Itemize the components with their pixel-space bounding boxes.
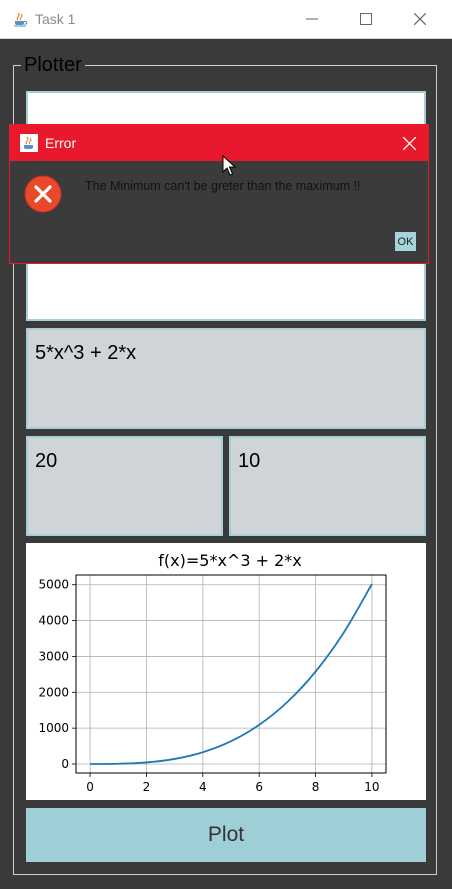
- function-input[interactable]: 5*x^3 + 2*x: [26, 328, 426, 429]
- max-input[interactable]: 10: [229, 436, 426, 536]
- close-icon: [414, 13, 426, 25]
- java-cup-icon: [14, 12, 28, 27]
- plot-area-frame: [75, 574, 387, 774]
- y-tick-label: 2000: [38, 685, 69, 699]
- maximize-button[interactable]: [338, 0, 394, 38]
- x-tick-label: 8: [312, 780, 320, 794]
- x-tick-label: 10: [364, 780, 379, 794]
- x-tick-label: 0: [86, 780, 94, 794]
- y-tick-label: 5000: [38, 578, 69, 592]
- window-title: Task 1: [35, 11, 76, 27]
- series-line: [90, 583, 373, 765]
- ok-button[interactable]: OK: [395, 232, 416, 251]
- x-tick-label: 4: [199, 780, 207, 794]
- x-tick-label: 2: [143, 780, 151, 794]
- close-icon: [402, 136, 416, 150]
- dialog-title: Error: [45, 135, 77, 151]
- chart-title: f(x)=5*x^3 + 2*x: [158, 551, 301, 570]
- chart-panel: f(x)=5*x^3 + 2*x 0 2 4 6 8 10 0 1000 2000 3000 400…: [26, 543, 426, 800]
- plotter-legend: Plotter: [21, 53, 85, 77]
- error-message: The Minimum can't be greter than the max…: [85, 179, 361, 193]
- y-tick-label: 4000: [38, 614, 69, 628]
- error-icon: [24, 175, 62, 213]
- x-tick-label: 6: [255, 780, 263, 794]
- minimize-button[interactable]: [284, 0, 340, 38]
- maximize-icon: [360, 13, 372, 25]
- plotter-groupbox: [13, 65, 437, 875]
- dialog-titlebar: Error: [10, 125, 428, 161]
- y-tick-label: 0: [61, 757, 69, 771]
- java-cup-icon: [20, 134, 38, 152]
- y-tick-label: 3000: [38, 649, 69, 663]
- min-input[interactable]: 20: [26, 436, 223, 536]
- plot-button[interactable]: Plot: [26, 808, 426, 862]
- minimize-icon: [306, 18, 318, 20]
- error-dialog: Error The Minimum can't be greter than t…: [9, 124, 429, 264]
- function-chart: f(x)=5*x^3 + 2*x 0 2 4 6 8 10 0 1000 2000 3000 400…: [38, 551, 387, 794]
- mouse-cursor-icon: [222, 155, 236, 176]
- window-titlebar: Task 1: [0, 0, 452, 39]
- y-tick-label: 1000: [38, 721, 69, 735]
- close-window-button[interactable]: [392, 0, 448, 38]
- dialog-close-button[interactable]: [390, 125, 428, 161]
